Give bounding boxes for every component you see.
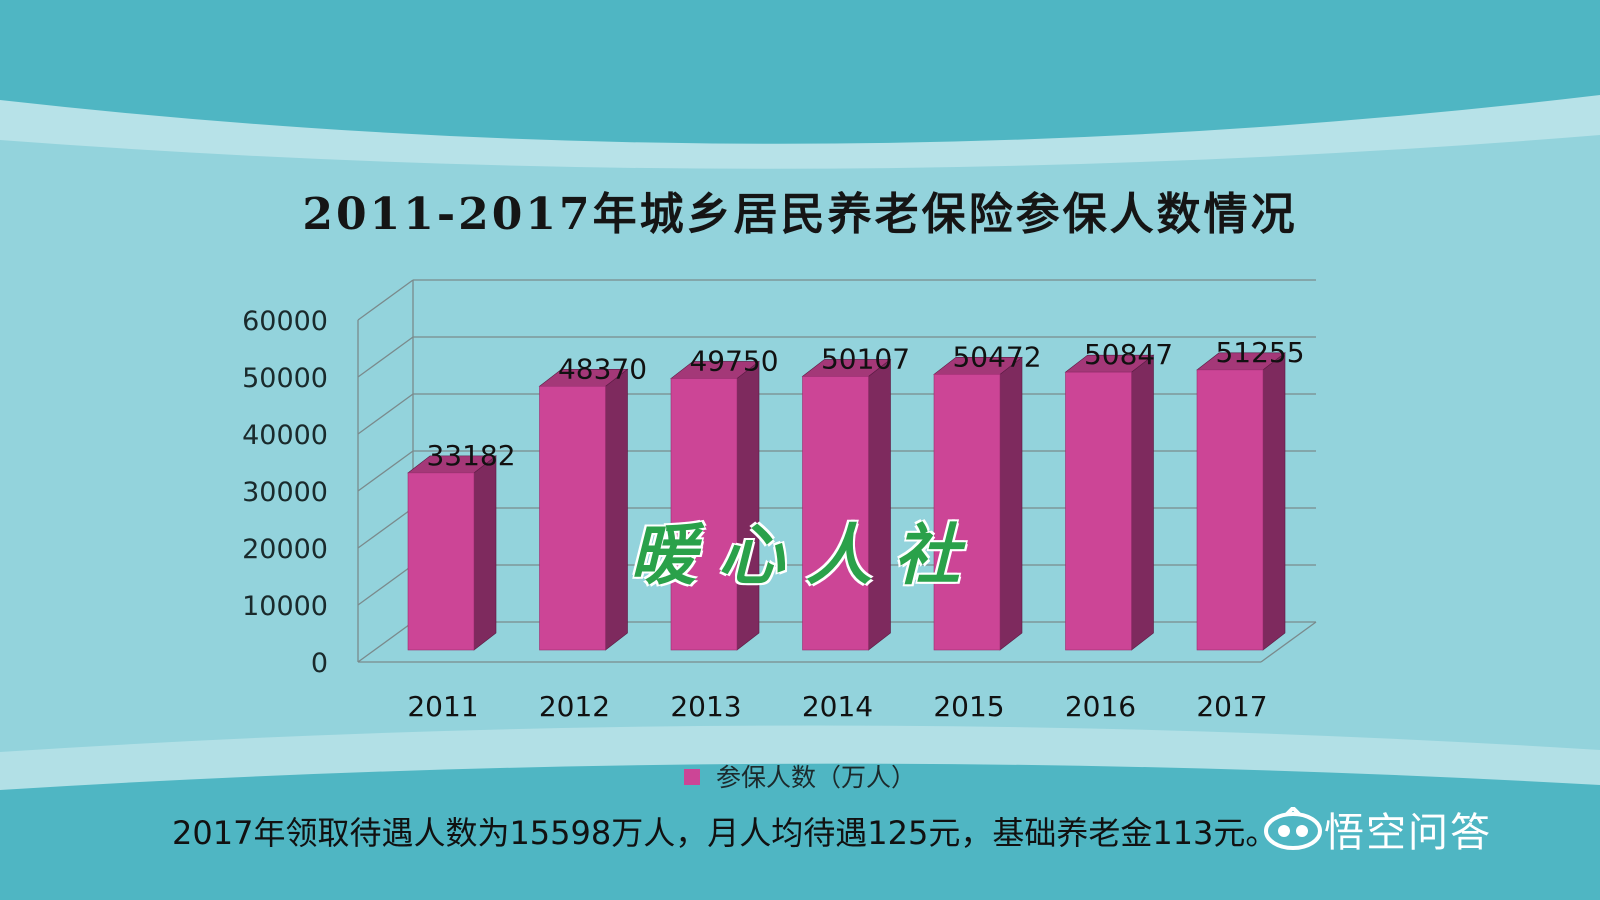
bar [670,360,760,651]
gridline-diagonal [357,393,414,435]
bar-front-face [539,385,606,651]
bar-front-face [1065,371,1132,651]
bars-layer [407,352,1286,651]
data-label: 33182 [426,439,515,472]
brand-watermark: 悟空问答 [1262,800,1492,858]
bar [1064,354,1155,651]
watermark-text: 暖心人社 [630,516,982,594]
x-tick-label: 2013 [670,690,741,723]
bar-front-face [670,378,738,651]
data-label: 51255 [1215,336,1304,369]
gridline-diagonal [357,621,414,663]
bar [933,356,1023,651]
bar-front-face [407,472,475,651]
gridline-diagonal [357,507,414,549]
brand-label: 悟空问答 [1324,810,1492,856]
legend: 参保人数（万人） [0,758,1600,794]
footnote: 2017年领取待遇人数为15598万人，月人均待遇125元，基础养老金113元。 [172,814,1278,852]
y-tick-label: 0 [311,648,328,679]
legend-label: 参保人数（万人） [715,763,916,792]
chart-title: 2011-2017年城乡居民养老保险参保人数情况 [302,189,1298,240]
wukong-logo-icon [1264,807,1322,850]
bar-front-face [1196,369,1264,651]
data-label: 50107 [821,342,910,375]
bar-front-face [802,376,869,651]
x-tick-label: 2017 [1196,690,1267,723]
data-label: 49750 [689,344,778,377]
data-label: 48370 [558,352,647,385]
bar-side-face [473,455,497,651]
bar-side-face [999,356,1023,651]
bottom-light-band [0,725,1600,790]
x-tick-label: 2012 [539,690,610,723]
bar-side-face [605,368,628,651]
bar [538,368,629,651]
labels-layer: 0 10000 20000 30000 40000 50000 60000 33182 2011… [242,306,1304,723]
y-tick-label: 20000 [242,534,328,565]
y-tick-label: 60000 [242,306,328,337]
bar-side-face [1131,354,1154,651]
y-tick-label: 10000 [242,591,328,622]
x-tick-label: 2014 [802,690,873,723]
bar-front-face [933,374,1001,651]
gridline-diagonal [357,336,414,378]
bar [407,455,497,651]
y-tick-label: 30000 [242,477,328,508]
gridline-diagonal [357,564,414,606]
gridline-diagonal [357,279,414,321]
bar-side-face [1262,352,1286,651]
data-label: 50472 [952,340,1041,373]
x-tick-label: 2016 [1065,690,1136,723]
floor-right-edge [1260,621,1317,663]
bar [1196,352,1286,651]
data-label: 50847 [1084,338,1173,371]
gridline-diagonal [357,450,414,492]
bar [801,358,892,651]
legend-swatch [684,769,701,785]
x-tick-label: 2011 [407,690,478,723]
x-tick-label: 2015 [933,690,1004,723]
y-tick-label: 50000 [242,363,328,394]
y-tick-label: 40000 [242,420,328,451]
